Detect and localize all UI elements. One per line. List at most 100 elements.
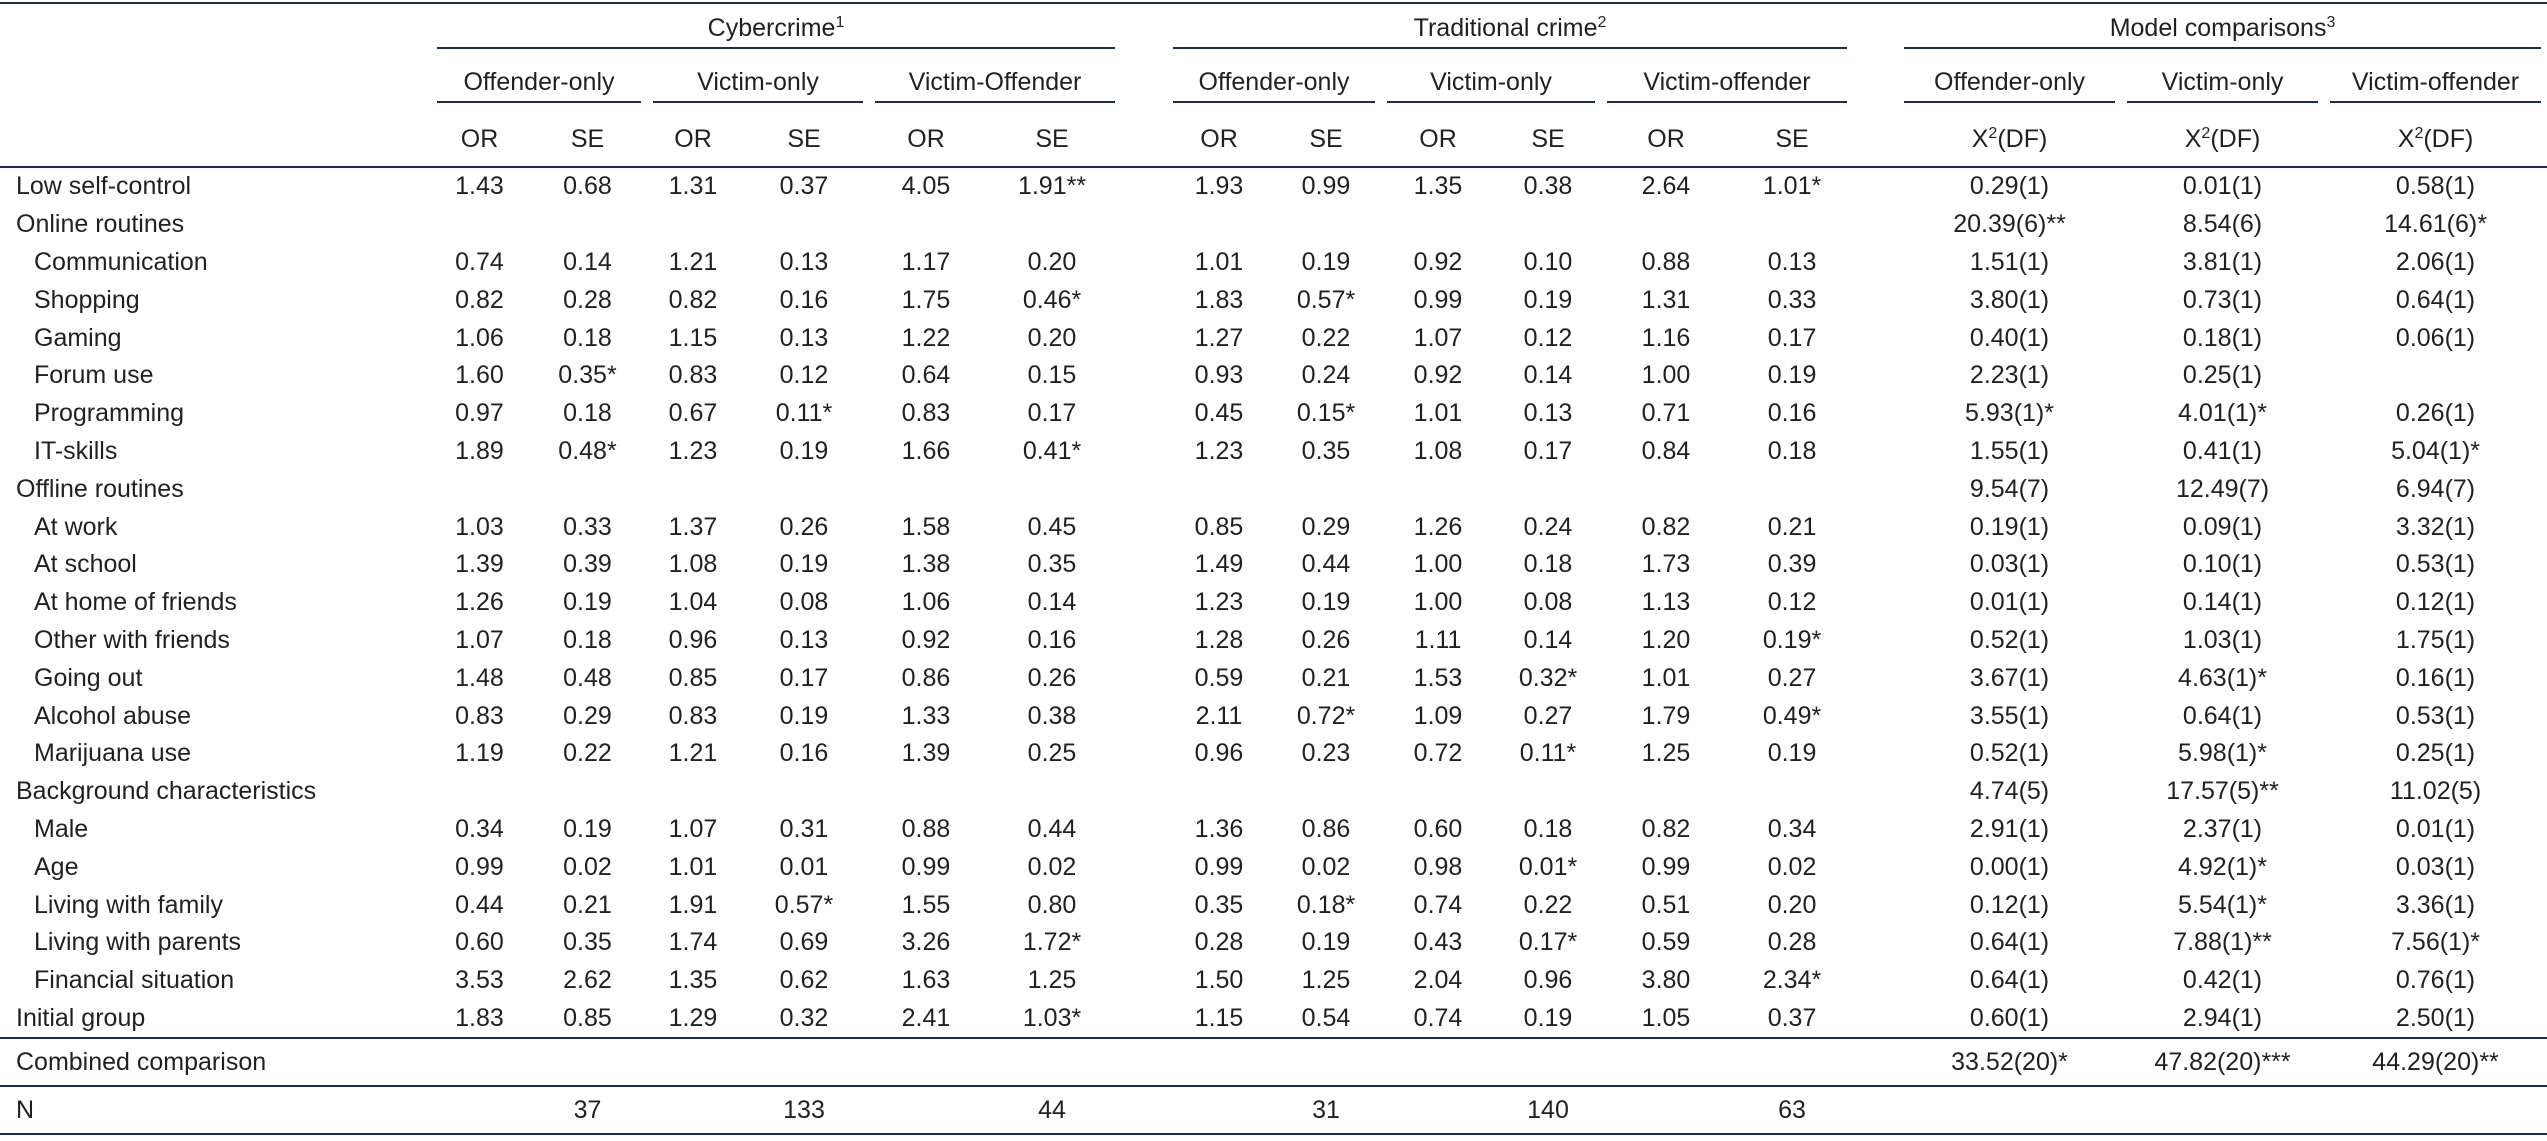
- cell: 0.23: [1301, 739, 1351, 768]
- cell: 0.19*: [1762, 625, 1822, 654]
- group-header: Model comparisons3: [1898, 3, 2547, 58]
- cell: 0.10: [1523, 247, 1573, 276]
- cell: 0.22: [563, 739, 612, 768]
- cell: 0.99: [1301, 172, 1351, 201]
- row-label: Low self-control: [16, 172, 192, 201]
- subgroup-label: Offender-only: [1934, 67, 2086, 96]
- cell: 0.15*: [1296, 399, 1356, 428]
- cell: 0.69: [779, 928, 829, 957]
- cell: 0.13: [779, 247, 829, 276]
- cell: 0.19: [779, 436, 829, 465]
- cell: [431, 470, 528, 508]
- cell: [1495, 773, 1601, 811]
- spacer: [1121, 622, 1167, 660]
- cell: 0.18: [563, 323, 612, 352]
- cell: 14.61(6)*: [2384, 210, 2487, 239]
- row-label: Forum use: [34, 361, 154, 390]
- column-label-rest: (DF): [2210, 124, 2261, 153]
- cell: 2.37(1): [2182, 814, 2263, 843]
- data-row: Other with friends 1.07 0.18 0.96 0.13 0.92 0.…: [0, 622, 2547, 660]
- cell: 1.01: [1641, 663, 1691, 692]
- cell: 0.74: [1413, 890, 1463, 919]
- spacer: [1121, 735, 1167, 773]
- cell: 1.37: [668, 512, 718, 541]
- row-label: Communication: [34, 247, 208, 276]
- column-header: OR: [431, 112, 528, 168]
- cell: 0.99: [1641, 852, 1691, 881]
- column-label: OR: [460, 124, 499, 153]
- row-label: Male: [34, 814, 89, 843]
- cell: 0.24: [1523, 512, 1573, 541]
- cell: 0.20: [1027, 323, 1077, 352]
- cell: 12.49(7): [2175, 474, 2270, 503]
- cell: 0.17: [1523, 436, 1573, 465]
- cell: 0.48*: [558, 436, 617, 465]
- cell: 1.13: [1641, 588, 1691, 617]
- cell: 0.25(1): [2395, 739, 2476, 768]
- cell: 1.25: [1027, 966, 1077, 995]
- cell: 0.96: [1194, 739, 1244, 768]
- spacer: [1853, 58, 1898, 112]
- data-row: Forum use 1.60 0.35* 0.83 0.12 0.64 0.15 0.93 0.…: [0, 357, 2547, 395]
- data-row: Communication 0.74 0.14 1.21 0.13 1.17 0.20 1.0…: [0, 244, 2547, 282]
- cell: 4.05: [901, 172, 951, 201]
- cell: 0.72*: [1296, 701, 1356, 730]
- spacer: [1121, 1085, 1168, 1136]
- cell: 0.18: [1767, 436, 1817, 465]
- subgroup-header: Offender-only: [1167, 58, 1381, 112]
- cell: 0.40(1): [1969, 323, 2050, 352]
- group-header-row: Cybercrime1 Traditional crime2 Model compa…: [0, 3, 2547, 58]
- column-header: OR: [869, 112, 983, 168]
- subgroup-label: Victim-offender: [2351, 67, 2520, 96]
- cell: 2.50(1): [2395, 1003, 2476, 1032]
- header-blank: [0, 58, 431, 112]
- cell: 44.29(20)**: [2324, 1037, 2547, 1087]
- cell: 0.98: [1413, 852, 1463, 881]
- cell: 1.22: [901, 323, 951, 352]
- cell: 1.08: [1413, 436, 1463, 465]
- cell: 0.43: [1413, 928, 1463, 957]
- cell: 0.76(1): [2395, 966, 2476, 995]
- cell: 0.96: [668, 625, 718, 654]
- cell: 0.03(1): [2395, 852, 2476, 881]
- spacer: [1121, 659, 1167, 697]
- cell: 4.74(5): [1969, 777, 2050, 806]
- group-label: Cybercrime: [707, 13, 836, 42]
- cell: 0.37: [1767, 1003, 1817, 1032]
- cell: [1731, 470, 1853, 508]
- cell: 1.03*: [1022, 1003, 1082, 1032]
- cell: 0.12: [779, 361, 829, 390]
- cell: [1495, 206, 1601, 244]
- subgroup-header: Offender-only: [1898, 58, 2121, 112]
- cell: 0.93: [1194, 361, 1244, 390]
- cell: 0.67: [668, 399, 718, 428]
- n-row: N 37 133 44 31 140 63: [0, 1085, 2547, 1136]
- column-header: OR: [1601, 112, 1732, 168]
- cell: 1.83: [1194, 285, 1244, 314]
- group-rule: Cybercrime1: [437, 13, 1116, 49]
- data-row: Online routines 20.39(6)** 8.54(6) 14.61(6)…: [0, 206, 2547, 244]
- cell: 0.53(1): [2395, 550, 2476, 579]
- cell: 1.29: [668, 1003, 718, 1032]
- cell: 1.15: [668, 323, 718, 352]
- cell: 1.06: [455, 323, 504, 352]
- cell: 0.25(1): [2182, 361, 2263, 390]
- cell: [528, 773, 647, 811]
- spacer: [1121, 773, 1167, 811]
- cell: [869, 773, 983, 811]
- cell: [1381, 1085, 1496, 1136]
- cell: 1.25: [1641, 739, 1691, 768]
- cell: 1.49: [1194, 550, 1244, 579]
- cell: 0.86: [901, 663, 951, 692]
- cell: 0.96: [1523, 966, 1573, 995]
- cell: 1.07: [455, 625, 504, 654]
- subgroup-header: Victim-offender: [2324, 58, 2547, 112]
- column-header: SE: [983, 112, 1122, 168]
- subgroup-header: Victim-only: [2121, 58, 2324, 112]
- cell: 0.73(1): [2182, 285, 2263, 314]
- cell: [739, 773, 869, 811]
- spacer: [1853, 735, 1898, 773]
- spacer: [1853, 281, 1898, 319]
- row-label: IT-skills: [34, 436, 118, 465]
- cell: [431, 773, 528, 811]
